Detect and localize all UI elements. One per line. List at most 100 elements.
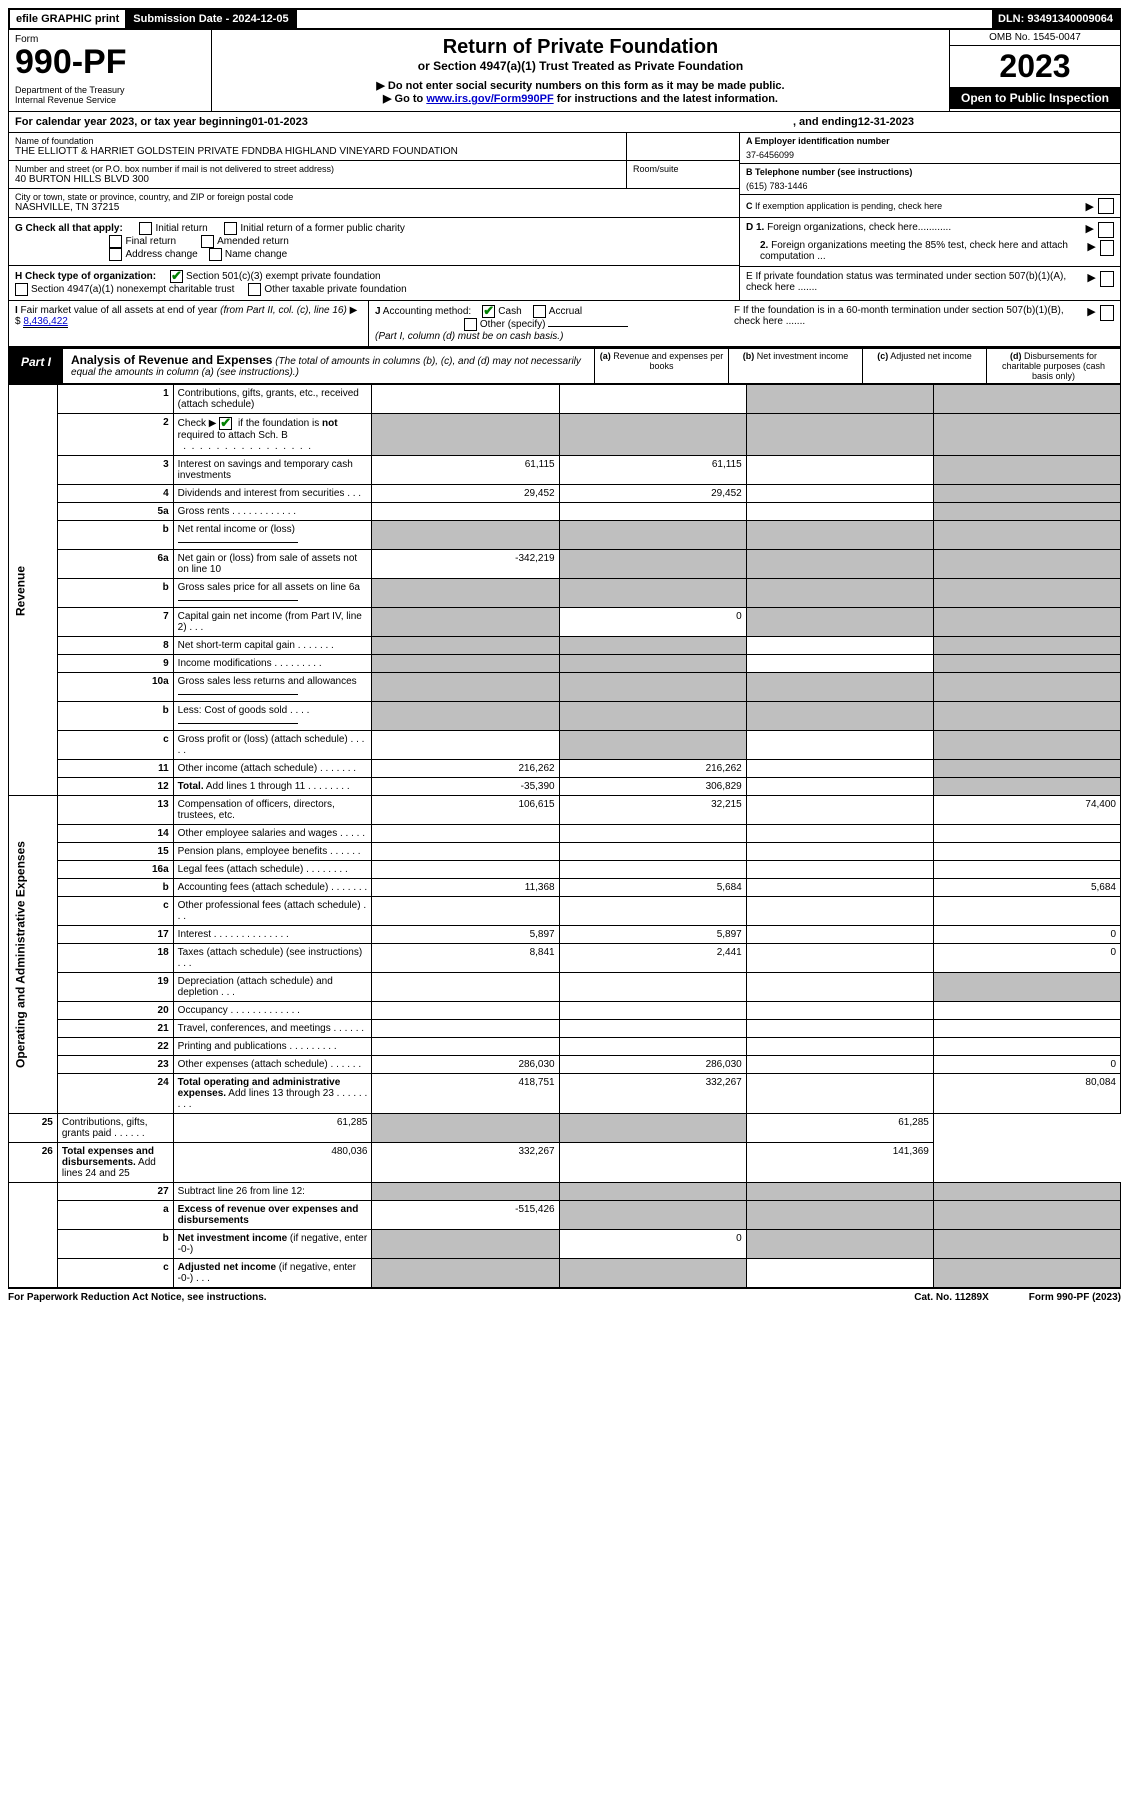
line-number: 27 xyxy=(57,1183,173,1201)
line-number: 6a xyxy=(57,550,173,579)
line-number: b xyxy=(57,879,173,897)
instr-2-post: for instructions and the latest informat… xyxy=(554,93,778,105)
ein-label: A Employer identification number xyxy=(746,136,890,146)
cb-amended-return[interactable] xyxy=(201,235,214,248)
table-row: 17Interest . . . . . . . . . . . . . .5,… xyxy=(9,926,1121,944)
cb-other-taxable[interactable] xyxy=(248,283,261,296)
col-a-header: (a) Revenue and expenses per books xyxy=(594,349,728,383)
line-number: 10a xyxy=(57,673,173,702)
d1-checkbox[interactable] xyxy=(1098,222,1114,238)
cb-cash[interactable] xyxy=(482,305,495,318)
line-description: Occupancy . . . . . . . . . . . . . xyxy=(173,1002,372,1020)
header-left: Form 990-PF Department of the TreasuryIn… xyxy=(9,30,212,111)
name-label: Name of foundation xyxy=(15,136,620,146)
line-number: 9 xyxy=(57,655,173,673)
foundation-name: THE ELLIOTT & HARRIET GOLDSTEIN PRIVATE … xyxy=(15,146,620,157)
line-number: 8 xyxy=(57,637,173,655)
table-row: 7Capital gain net income (from Part IV, … xyxy=(9,608,1121,637)
dln: DLN: 93491340009064 xyxy=(992,10,1119,28)
line-description: Gross sales price for all assets on line… xyxy=(173,579,372,608)
cb-accrual[interactable] xyxy=(533,305,546,318)
table-row: 8Net short-term capital gain . . . . . .… xyxy=(9,637,1121,655)
cb-initial-return[interactable] xyxy=(139,222,152,235)
part-1-title: Analysis of Revenue and Expenses (The to… xyxy=(63,349,594,383)
table-row: bNet rental income or (loss) xyxy=(9,521,1121,550)
table-row: 19Depreciation (attach schedule) and dep… xyxy=(9,973,1121,1002)
fmv-link[interactable]: 8,436,422 xyxy=(23,316,68,328)
bottom-section-spacer xyxy=(9,1183,58,1288)
cal-end: 12-31-2023 xyxy=(858,116,914,128)
table-row: Operating and Administrative Expenses13C… xyxy=(9,796,1121,825)
cb-initial-former[interactable] xyxy=(224,222,237,235)
line-number: b xyxy=(57,579,173,608)
irs-link[interactable]: www.irs.gov/Form990PF xyxy=(426,93,553,105)
table-row: 25Contributions, gifts, grants paid . . … xyxy=(9,1114,1121,1143)
j-cash: Cash xyxy=(498,306,521,317)
cb-final-return[interactable] xyxy=(109,235,122,248)
top-bar: efile GRAPHIC print Submission Date - 20… xyxy=(8,8,1121,30)
table-row: 22Printing and publications . . . . . . … xyxy=(9,1038,1121,1056)
part-1-title-text: Analysis of Revenue and Expenses xyxy=(71,353,272,367)
table-row: 11Other income (attach schedule) . . . .… xyxy=(9,760,1121,778)
instructions: ▶ Do not enter social security numbers o… xyxy=(222,79,939,105)
line-description: Adjusted net income (if negative, enter … xyxy=(173,1259,372,1288)
line-description: Contributions, gifts, grants paid . . . … xyxy=(57,1114,173,1143)
table-row: 15Pension plans, employee benefits . . .… xyxy=(9,843,1121,861)
table-row: 18Taxes (attach schedule) (see instructi… xyxy=(9,944,1121,973)
form-title: Return of Private Foundation xyxy=(222,36,939,59)
table-row: 14Other employee salaries and wages . . … xyxy=(9,825,1121,843)
table-row: 4Dividends and interest from securities … xyxy=(9,485,1121,503)
revenue-section-label: Revenue xyxy=(9,385,58,796)
header-right: OMB No. 1545-0047 2023 Open to Public In… xyxy=(949,30,1120,111)
line-description: Subtract line 26 from line 12: xyxy=(173,1183,372,1201)
line-description: Interest . . . . . . . . . . . . . . xyxy=(173,926,372,944)
table-row: Revenue1Contributions, gifts, grants, et… xyxy=(9,385,1121,414)
line-number: b xyxy=(57,521,173,550)
cb-501c3[interactable] xyxy=(170,270,183,283)
instr-line-1: ▶ Do not enter social security numbers o… xyxy=(376,80,784,92)
cb-name-change[interactable] xyxy=(209,248,222,261)
cb-other-method[interactable] xyxy=(464,318,477,331)
line-number: 17 xyxy=(57,926,173,944)
form-header: Form 990-PF Department of the TreasuryIn… xyxy=(8,30,1121,112)
table-row: aExcess of revenue over expenses and dis… xyxy=(9,1201,1121,1230)
line-description: Other income (attach schedule) . . . . .… xyxy=(173,760,372,778)
e-checkbox[interactable] xyxy=(1100,271,1114,287)
line-number: 26 xyxy=(9,1143,58,1183)
page-footer: For Paperwork Reduction Act Notice, see … xyxy=(8,1288,1121,1303)
cb-address-change[interactable] xyxy=(109,248,122,261)
line-number: 20 xyxy=(57,1002,173,1020)
line-description: Travel, conferences, and meetings . . . … xyxy=(173,1020,372,1038)
col-c-header: (c) Adjusted net income xyxy=(862,349,986,383)
line-description: Total operating and administrative expen… xyxy=(173,1074,372,1114)
line-number: 4 xyxy=(57,485,173,503)
line-description: Accounting fees (attach schedule) . . . … xyxy=(173,879,372,897)
header-center: Return of Private Foundation or Section … xyxy=(212,30,949,111)
omb-number: OMB No. 1545-0047 xyxy=(950,30,1120,46)
cb-4947[interactable] xyxy=(15,283,28,296)
line-description: Net rental income or (loss) xyxy=(173,521,372,550)
ijf-row: I Fair market value of all assets at end… xyxy=(8,301,1121,347)
d-row: D 1. Foreign organizations, check here..… xyxy=(740,218,1120,267)
line-number: a xyxy=(57,1201,173,1230)
arrow-icon: ▶ xyxy=(1086,200,1094,213)
line-number: 13 xyxy=(57,796,173,825)
tax-year: 2023 xyxy=(950,46,1120,87)
line-description: Contributions, gifts, grants, etc., rece… xyxy=(173,385,372,414)
line-description: Gross sales less returns and allowances xyxy=(173,673,372,702)
line-number: 25 xyxy=(9,1114,58,1143)
line-description: Dividends and interest from securities .… xyxy=(173,485,372,503)
g-label: G Check all that apply: xyxy=(15,223,123,234)
entity-info: Name of foundation THE ELLIOTT & HARRIET… xyxy=(8,133,1121,218)
g-final: Final return xyxy=(125,236,176,247)
f-checkbox[interactable] xyxy=(1100,305,1114,321)
table-row: 3Interest on savings and temporary cash … xyxy=(9,456,1121,485)
c-checkbox[interactable] xyxy=(1098,198,1114,214)
g-row: G Check all that apply: Initial return I… xyxy=(9,218,739,266)
d2-checkbox[interactable] xyxy=(1100,240,1114,256)
instr-2-pre: ▶ Go to xyxy=(383,93,426,105)
g-initial: Initial return xyxy=(155,223,207,234)
line-number: 12 xyxy=(57,778,173,796)
line-description: Gross rents . . . . . . . . . . . . xyxy=(173,503,372,521)
line-description: Pension plans, employee benefits . . . .… xyxy=(173,843,372,861)
